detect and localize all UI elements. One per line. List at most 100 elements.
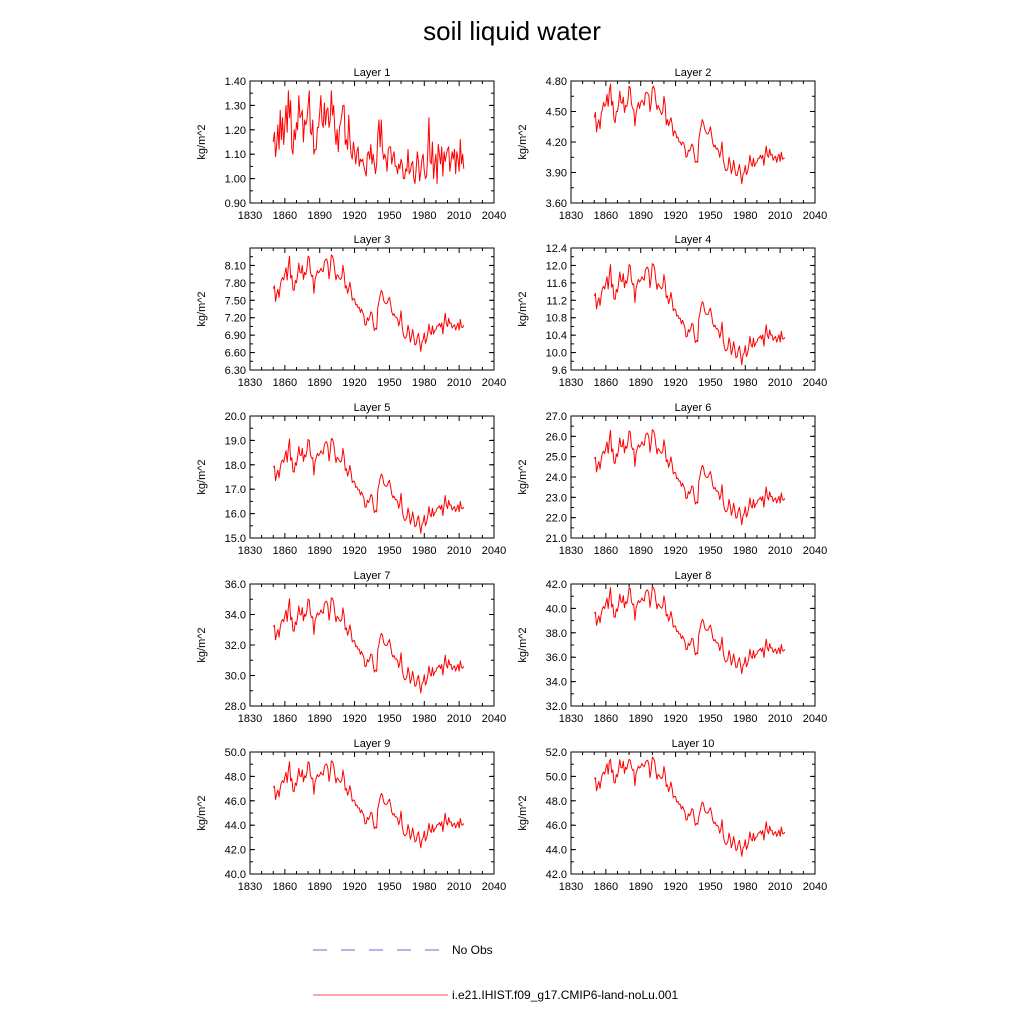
panel-layer-4: Layer 4 1830 1860 1890 1920 1950 1980 2010 2040 9… — [517, 234, 827, 389]
panel-title: Layer 4 — [675, 234, 712, 246]
y-tick-label: 22.0 — [546, 513, 567, 525]
legend-label: i.e21.IHIST.f09_g17.CMIP6-land-noLu.001 — [452, 988, 678, 1002]
x-tick-label: 1890 — [628, 377, 652, 389]
x-tick-label: 1920 — [663, 377, 687, 389]
panel-layer-8: Layer 8 1830 1860 1890 1920 1950 1980 2010 2040 3… — [517, 570, 827, 725]
y-tick-label: 20.0 — [225, 411, 246, 423]
x-tick-label: 1920 — [663, 545, 687, 557]
panel-layer-9: Layer 9 1830 1860 1890 1920 1950 1980 2010 2040 4… — [196, 738, 506, 893]
y-tick-label: 40.0 — [225, 869, 246, 881]
panel-title: Layer 1 — [354, 67, 391, 79]
x-tick-label: 2040 — [482, 881, 506, 893]
y-axis-label: kg/m^2 — [196, 124, 208, 159]
y-tick-label: 1.10 — [225, 149, 246, 161]
x-tick-label: 2040 — [482, 713, 506, 725]
y-tick-label: 7.50 — [225, 295, 246, 307]
plot-frame — [570, 247, 816, 371]
y-axis-label: kg/m^2 — [517, 627, 529, 662]
x-tick-label: 2040 — [803, 545, 827, 557]
y-tick-label: 40.0 — [546, 603, 567, 615]
panel-layer-10: Layer 10 1830 1860 1890 1920 1950 1980 2010 2040… — [517, 738, 827, 893]
x-tick-label: 2040 — [803, 713, 827, 725]
y-tick-label: 17.0 — [225, 484, 246, 496]
x-tick-label: 2010 — [447, 713, 471, 725]
plot-frame — [249, 415, 495, 539]
x-tick-label: 1980 — [412, 713, 436, 725]
y-tick-label: 46.0 — [546, 820, 567, 832]
y-tick-label: 34.0 — [225, 610, 246, 622]
x-tick-label: 1890 — [628, 210, 652, 222]
y-tick-label: 6.90 — [225, 330, 246, 342]
x-tick-label: 1950 — [698, 377, 722, 389]
x-tick-label: 1860 — [273, 713, 297, 725]
y-tick-label: 44.0 — [225, 820, 246, 832]
x-tick-label: 1830 — [559, 545, 583, 557]
x-tick-label: 2010 — [447, 881, 471, 893]
panel-title: Layer 8 — [675, 570, 712, 582]
x-tick-label: 1980 — [412, 210, 436, 222]
x-tick-label: 1920 — [342, 545, 366, 557]
chart-title: soil liquid water — [423, 16, 601, 46]
y-tick-label: 34.0 — [546, 677, 567, 689]
series-line — [593, 83, 785, 185]
x-tick-label: 1950 — [698, 545, 722, 557]
y-tick-label: 46.0 — [225, 796, 246, 808]
panel-title: Layer 7 — [354, 570, 391, 582]
plot-frame — [570, 415, 816, 539]
y-axis-label: kg/m^2 — [517, 291, 529, 326]
x-tick-label: 2040 — [482, 210, 506, 222]
y-tick-label: 11.2 — [546, 295, 567, 307]
y-axis-label: kg/m^2 — [196, 627, 208, 662]
x-tick-label: 1830 — [559, 377, 583, 389]
panel-layer-5: Layer 5 1830 1860 1890 1920 1950 1980 2010 2040 1… — [196, 402, 506, 557]
y-tick-label: 50.0 — [225, 747, 246, 759]
y-tick-label: 32.0 — [546, 701, 567, 713]
y-tick-label: 6.60 — [225, 348, 246, 360]
x-tick-label: 1980 — [733, 545, 757, 557]
y-tick-label: 4.20 — [546, 137, 567, 149]
y-tick-label: 38.0 — [546, 628, 567, 640]
legend-entry-model: i.e21.IHIST.f09_g17.CMIP6-land-noLu.001 — [313, 988, 678, 1002]
x-tick-label: 2040 — [803, 377, 827, 389]
x-tick-label: 1920 — [663, 881, 687, 893]
x-tick-label: 1830 — [238, 713, 262, 725]
y-tick-label: 3.90 — [546, 168, 567, 180]
y-tick-label: 42.0 — [546, 579, 567, 591]
y-tick-label: 21.0 — [546, 533, 567, 545]
x-tick-label: 1980 — [412, 377, 436, 389]
plot-frame — [249, 247, 495, 371]
plot-frame — [249, 80, 495, 204]
x-tick-label: 1920 — [342, 377, 366, 389]
x-tick-label: 1890 — [628, 881, 652, 893]
x-tick-label: 1950 — [698, 713, 722, 725]
x-tick-label: 2010 — [768, 545, 792, 557]
y-tick-label: 36.0 — [225, 579, 246, 591]
x-tick-label: 1830 — [559, 713, 583, 725]
x-tick-label: 2010 — [447, 377, 471, 389]
series-line — [593, 263, 786, 366]
x-tick-label: 2010 — [768, 713, 792, 725]
y-tick-label: 1.20 — [225, 125, 246, 137]
y-tick-label: 9.6 — [552, 365, 567, 377]
y-tick-label: 30.0 — [225, 671, 246, 683]
x-tick-label: 1980 — [733, 210, 757, 222]
series-line — [593, 756, 786, 857]
panel-layer-7: Layer 7 1830 1860 1890 1920 1950 1980 2010 2040 2… — [196, 570, 506, 725]
y-tick-label: 1.00 — [225, 174, 246, 186]
y-tick-label: 7.20 — [225, 313, 246, 325]
panel-layer-1: Layer 1 1830 1860 1890 1920 1950 1980 2010 2040 0… — [196, 67, 506, 222]
y-tick-label: 16.0 — [225, 509, 246, 521]
y-tick-label: 10.8 — [546, 313, 567, 325]
panel-title: Layer 2 — [675, 67, 712, 79]
legend-entry-no-obs: No Obs — [313, 943, 493, 957]
legend-label: No Obs — [452, 943, 493, 957]
y-tick-label: 42.0 — [546, 869, 567, 881]
x-tick-label: 1950 — [698, 210, 722, 222]
y-tick-label: 4.50 — [546, 107, 567, 119]
x-tick-label: 1950 — [377, 713, 401, 725]
panel-layer-2: Layer 2 1830 1860 1890 1920 1950 1980 2010 2040 3… — [517, 67, 827, 222]
x-tick-label: 1860 — [594, 210, 618, 222]
y-tick-label: 36.0 — [546, 652, 567, 664]
y-tick-label: 1.30 — [225, 100, 246, 112]
